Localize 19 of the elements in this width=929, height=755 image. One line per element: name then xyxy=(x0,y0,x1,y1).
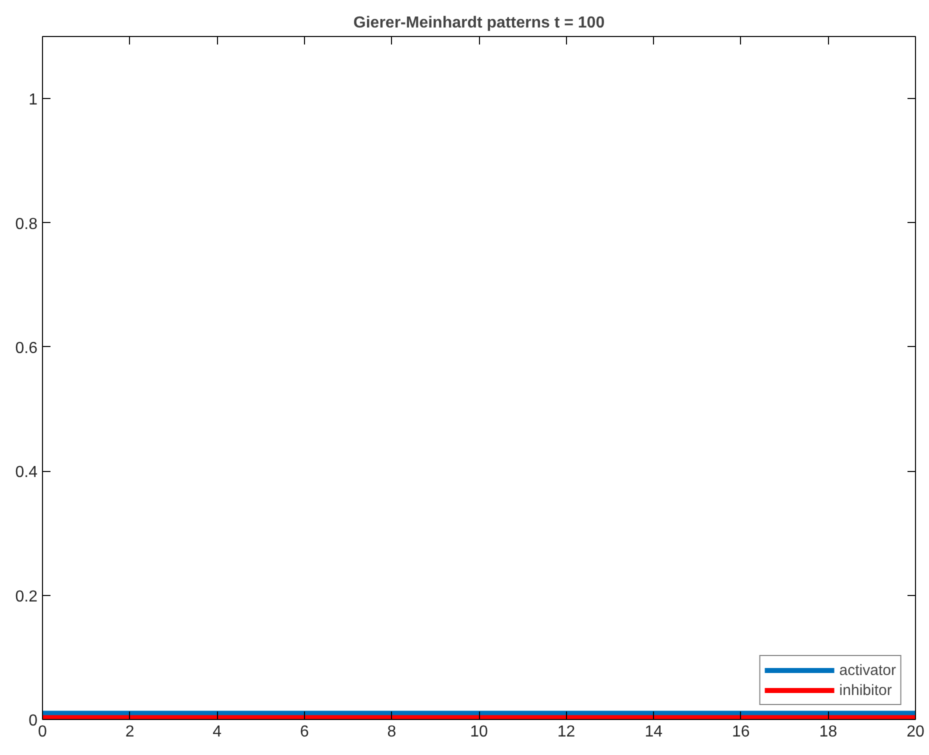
x-tick-label: 18 xyxy=(819,724,838,740)
y-tick-label: 0.2 xyxy=(15,588,38,606)
y-tick-label: 1 xyxy=(28,92,38,109)
x-tick-label: 20 xyxy=(906,724,924,740)
x-tick-label: 4 xyxy=(212,724,222,740)
legend-label: activator xyxy=(839,662,896,678)
y-tick-label: 0.8 xyxy=(15,216,38,233)
x-tick-label: 14 xyxy=(644,724,663,740)
x-tick-label: 12 xyxy=(557,724,576,740)
legend-label: inhibitor xyxy=(839,682,892,698)
y-tick-label: 0.4 xyxy=(15,464,38,482)
x-tick-label: 10 xyxy=(470,724,488,740)
chart-title: Gierer-Meinhardt patterns t = 100 xyxy=(353,14,605,32)
x-tick-label: 6 xyxy=(300,724,309,740)
x-tick-label: 2 xyxy=(125,724,134,740)
x-tick-label: 16 xyxy=(732,724,750,740)
y-tick-label: 0.6 xyxy=(15,340,38,357)
x-tick-label: 8 xyxy=(387,724,396,740)
y-tick-label: 0 xyxy=(28,712,38,730)
